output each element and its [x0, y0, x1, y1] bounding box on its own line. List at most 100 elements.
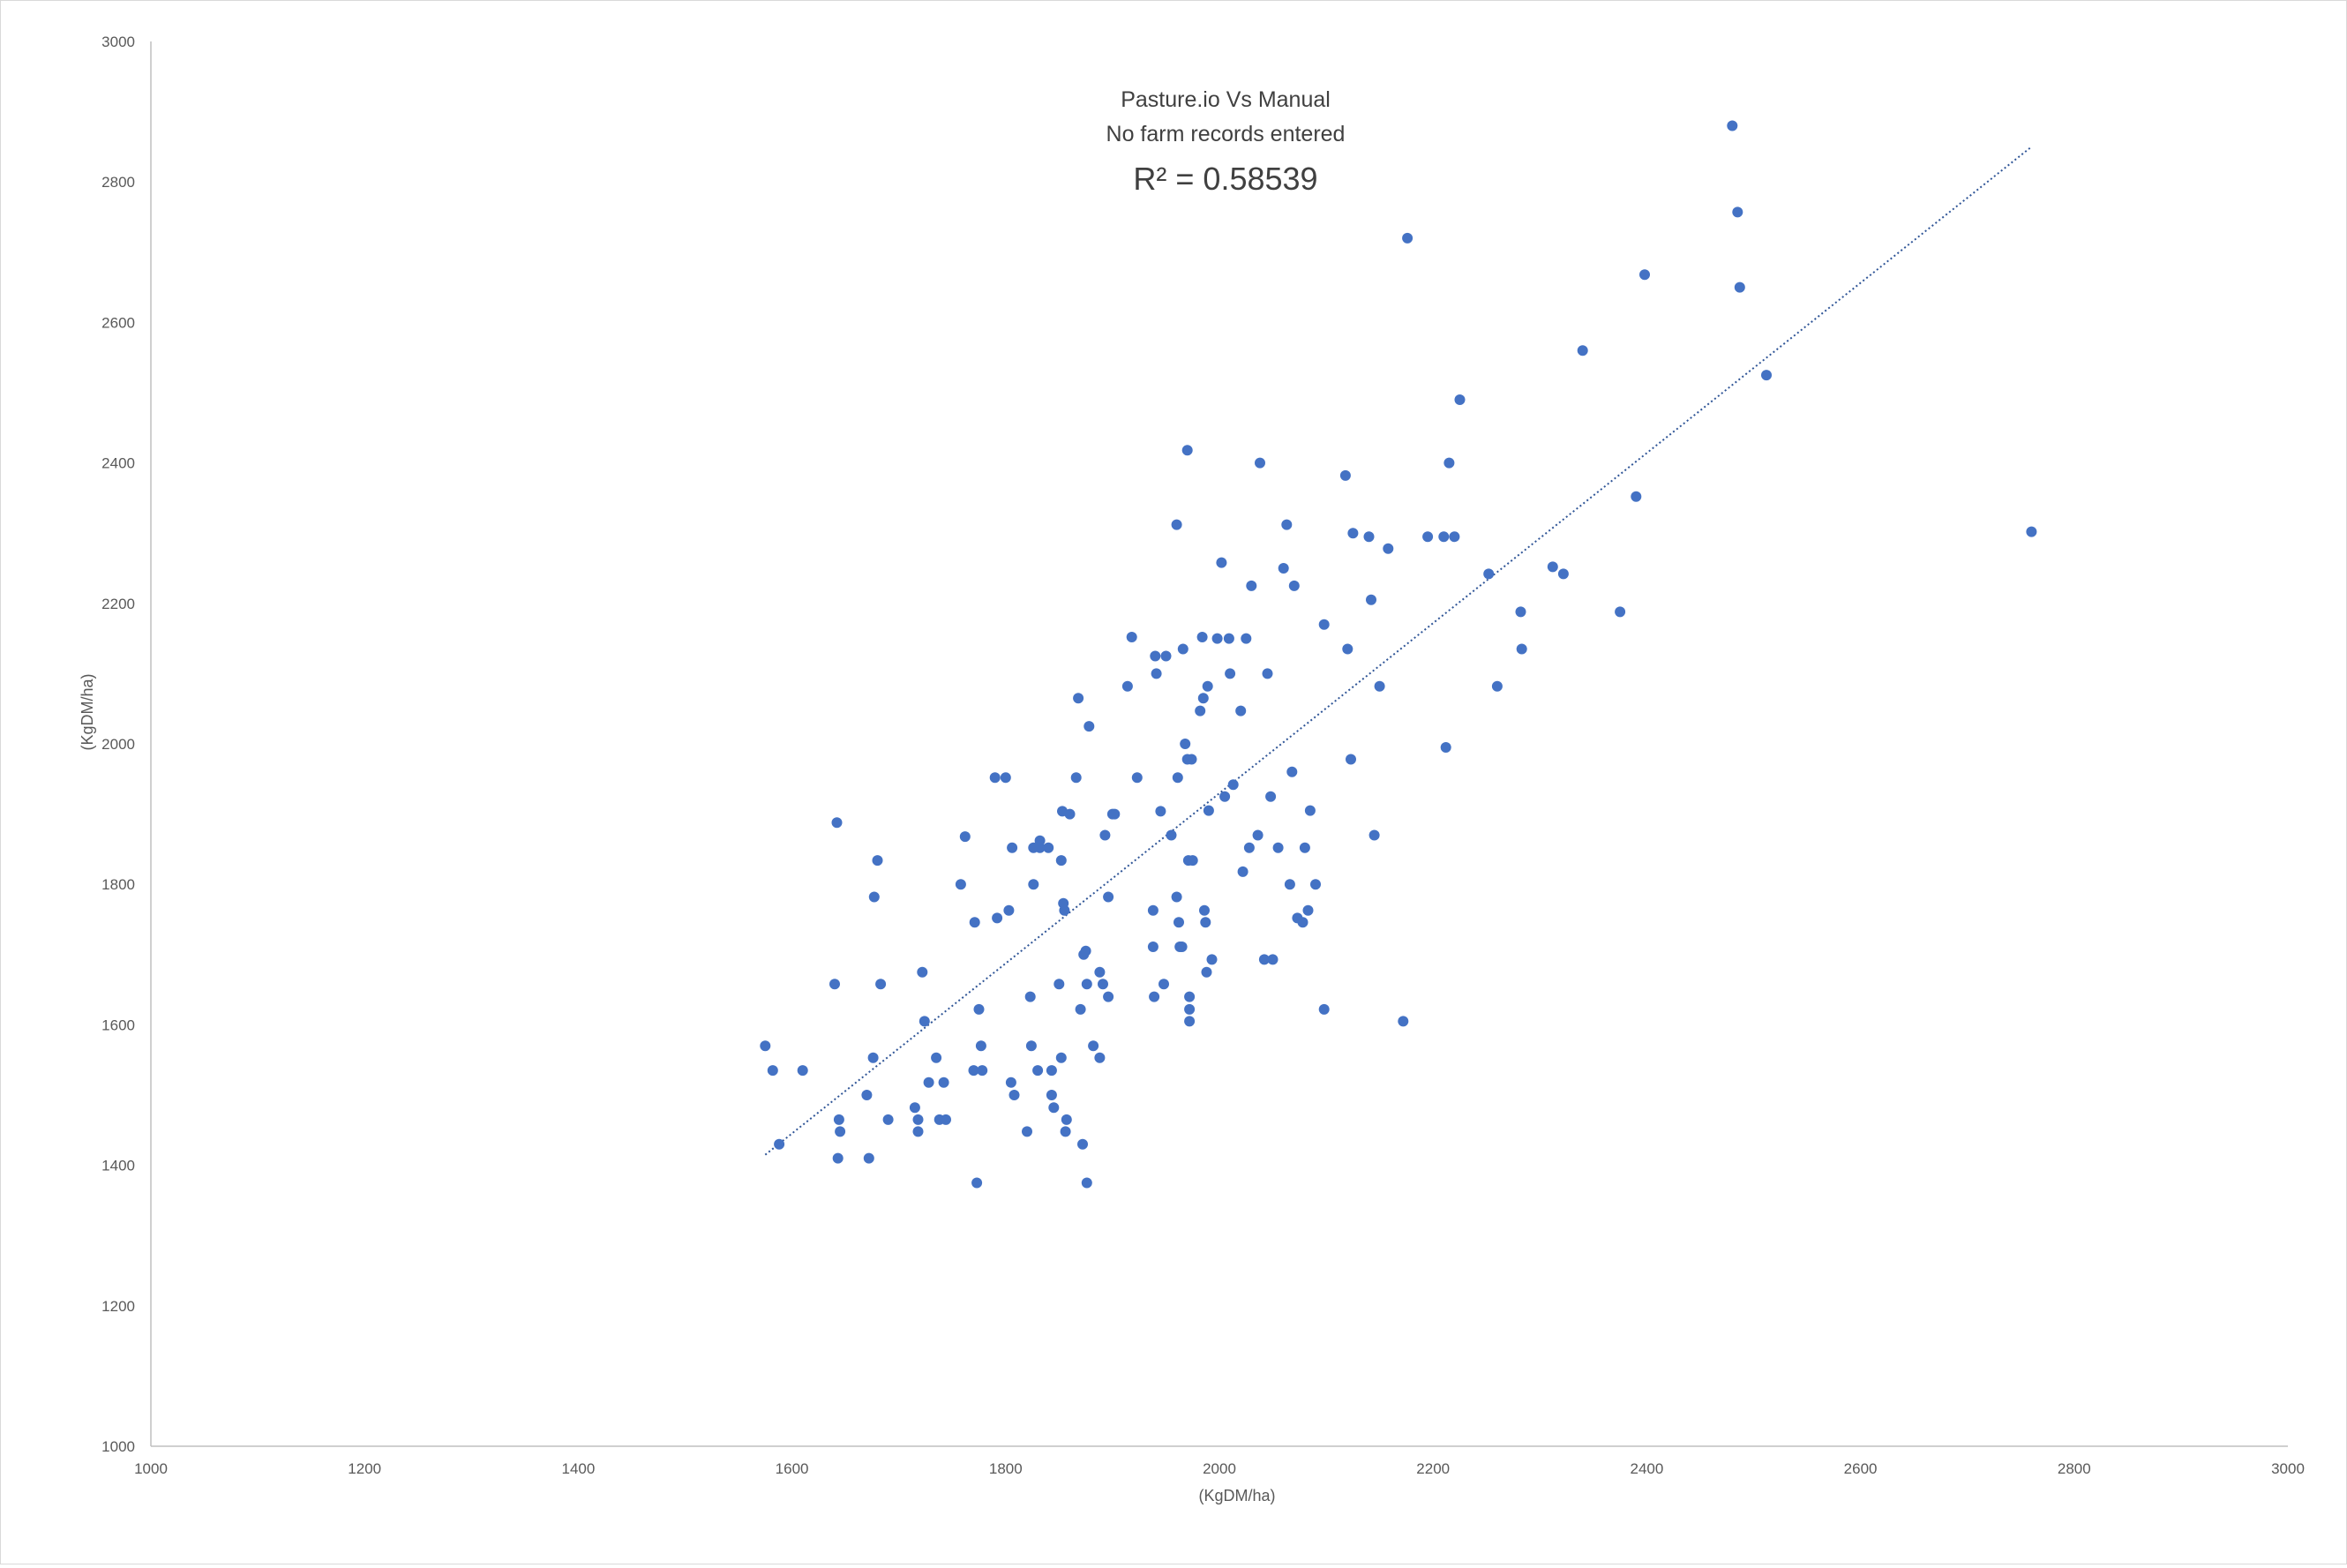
trendline — [764, 146, 2032, 1156]
data-point — [1237, 866, 1248, 877]
data-point — [1080, 945, 1091, 957]
data-point — [1734, 281, 1745, 293]
data-point — [1342, 643, 1353, 655]
data-point — [1081, 1177, 1092, 1189]
data-point — [1615, 606, 1626, 618]
r-squared-annotation: R² = 0.58539 — [1133, 161, 1317, 197]
data-point — [867, 1052, 879, 1063]
data-point — [868, 891, 880, 903]
data-point — [923, 1077, 934, 1088]
data-point — [1184, 1016, 1196, 1027]
data-point — [2026, 526, 2037, 537]
data-point — [1281, 519, 1293, 530]
data-point — [1258, 954, 1270, 965]
data-point — [1227, 779, 1239, 791]
chart-title-group: Pasture.io Vs Manual No farm records ent… — [1106, 87, 1346, 197]
data-point — [1265, 791, 1277, 802]
data-point — [1159, 979, 1169, 990]
data-point — [1171, 519, 1182, 530]
data-point — [1121, 680, 1133, 692]
data-point — [1304, 805, 1316, 816]
data-point — [1483, 568, 1495, 580]
data-point — [1147, 904, 1159, 916]
data-point — [1235, 705, 1247, 716]
y-tick-label: 2000 — [101, 736, 135, 753]
data-point — [1174, 917, 1184, 928]
data-point — [1003, 904, 1015, 916]
data-point — [1252, 829, 1263, 841]
data-point — [1000, 772, 1011, 784]
data-point — [1339, 469, 1351, 481]
data-point — [1278, 563, 1289, 574]
data-point — [1061, 1114, 1072, 1125]
data-point — [797, 1065, 808, 1077]
data-point — [1046, 1065, 1057, 1077]
data-point — [1196, 632, 1208, 642]
y-tick-label: 1000 — [101, 1438, 135, 1455]
x-axis-title: (KgDM/ha) — [1198, 1487, 1275, 1504]
data-point — [1346, 754, 1356, 765]
data-point — [760, 1040, 771, 1052]
data-point — [767, 1065, 778, 1077]
data-point — [977, 1065, 988, 1077]
data-point — [1064, 808, 1076, 820]
x-tick-label: 2800 — [2058, 1460, 2091, 1477]
data-point — [1202, 680, 1213, 692]
data-point — [1374, 680, 1385, 692]
data-point — [1022, 1126, 1032, 1137]
trendline-group — [764, 146, 2032, 1156]
data-point — [1103, 891, 1114, 903]
data-point — [1216, 557, 1227, 568]
data-point — [1547, 561, 1558, 573]
data-point — [1197, 693, 1209, 704]
data-point — [1084, 721, 1095, 732]
data-point — [1024, 991, 1036, 1002]
data-point — [1171, 891, 1182, 903]
data-point — [1449, 531, 1460, 543]
data-point — [1398, 1016, 1409, 1027]
data-point — [1184, 1003, 1196, 1015]
data-point — [1007, 842, 1018, 853]
data-point — [1098, 979, 1108, 990]
data-point — [1177, 643, 1188, 655]
data-point — [1310, 879, 1321, 890]
data-point — [912, 1114, 924, 1125]
data-point — [1299, 842, 1310, 853]
data-point — [1201, 966, 1212, 978]
data-point — [829, 979, 840, 990]
data-point — [1443, 457, 1455, 469]
data-point — [1046, 1090, 1057, 1100]
data-point — [1211, 633, 1223, 644]
data-point — [1172, 772, 1183, 784]
data-point — [1288, 580, 1300, 591]
data-point — [1070, 772, 1082, 784]
data-point — [832, 1152, 844, 1164]
data-point — [1147, 942, 1159, 952]
y-tick-label: 3000 — [101, 34, 135, 50]
data-point — [909, 1102, 920, 1114]
data-point — [1187, 855, 1198, 867]
data-point — [1180, 739, 1191, 749]
data-point — [969, 917, 980, 928]
data-point — [1284, 879, 1295, 890]
data-point — [1103, 991, 1114, 1002]
data-point — [1088, 1040, 1099, 1052]
data-point — [1151, 668, 1162, 679]
data-point — [917, 966, 928, 978]
data-point — [1402, 232, 1413, 244]
data-point — [968, 1065, 979, 1077]
data-point — [882, 1114, 894, 1125]
data-point — [1516, 643, 1527, 655]
x-tick-label: 1200 — [348, 1460, 381, 1477]
data-point — [1155, 806, 1166, 817]
data-point — [1440, 742, 1451, 753]
data-point — [1219, 791, 1231, 802]
data-point — [1454, 394, 1466, 405]
data-point — [1055, 855, 1067, 867]
data-point — [1126, 632, 1137, 642]
data-point — [1005, 1077, 1016, 1088]
data-point — [1028, 879, 1039, 890]
data-point — [1631, 491, 1642, 502]
data-point — [1262, 668, 1273, 679]
